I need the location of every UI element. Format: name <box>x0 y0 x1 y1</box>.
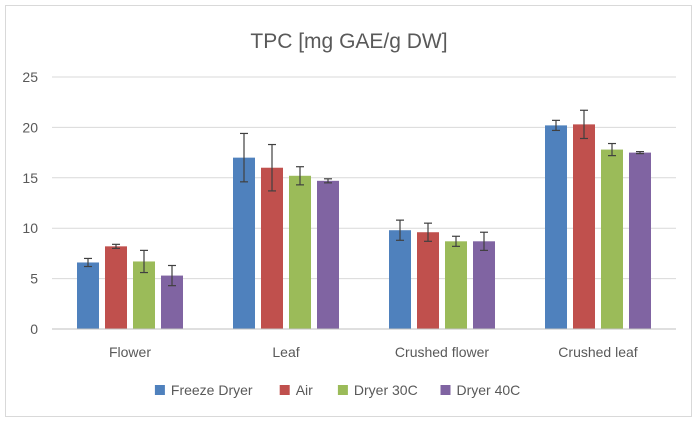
x-tick-label: Flower <box>109 344 151 360</box>
gridlines <box>52 76 676 280</box>
legend-label: Freeze Dryer <box>171 382 253 398</box>
y-tick-label: 25 <box>22 69 38 85</box>
bar <box>261 167 283 329</box>
legend-label: Air <box>296 382 313 398</box>
bar <box>233 157 255 329</box>
bar <box>573 124 595 329</box>
y-tick-label: 0 <box>30 321 38 337</box>
y-tick-label: 20 <box>22 119 38 135</box>
y-tick-label: 5 <box>30 271 38 287</box>
legend-label: Dryer 30C <box>354 382 418 398</box>
legend-swatch <box>279 385 290 395</box>
bar <box>105 246 127 329</box>
legend-label: Dryer 40C <box>457 382 521 398</box>
axes: 0 5 10 15 20 25 Flower Leaf Crushed flower Crushe… <box>22 69 676 360</box>
bar <box>289 175 311 329</box>
chart-title: TPC [mg GAE/g DW] <box>250 30 447 53</box>
x-tick-label: Crushed leaf <box>558 344 637 360</box>
legend-swatch <box>337 385 348 395</box>
bar <box>133 261 155 329</box>
bar <box>473 241 495 329</box>
x-tick-label: Crushed flower <box>395 344 489 360</box>
legend-swatch <box>440 385 451 395</box>
bar <box>545 125 567 329</box>
bar <box>389 230 411 329</box>
error-bars <box>84 109 644 287</box>
bar <box>629 152 651 329</box>
x-tick-label: Leaf <box>272 344 299 360</box>
bars <box>77 124 651 329</box>
bar <box>601 149 623 329</box>
bar <box>317 180 339 329</box>
bar <box>77 262 99 329</box>
legend-swatch <box>154 385 165 395</box>
bar <box>161 275 183 329</box>
y-tick-label: 15 <box>22 170 38 186</box>
legend: Freeze Dryer Air Dryer 30C Dryer 40C <box>154 382 521 398</box>
bar <box>445 241 467 329</box>
bar <box>417 232 439 329</box>
y-tick-label: 10 <box>22 220 38 236</box>
